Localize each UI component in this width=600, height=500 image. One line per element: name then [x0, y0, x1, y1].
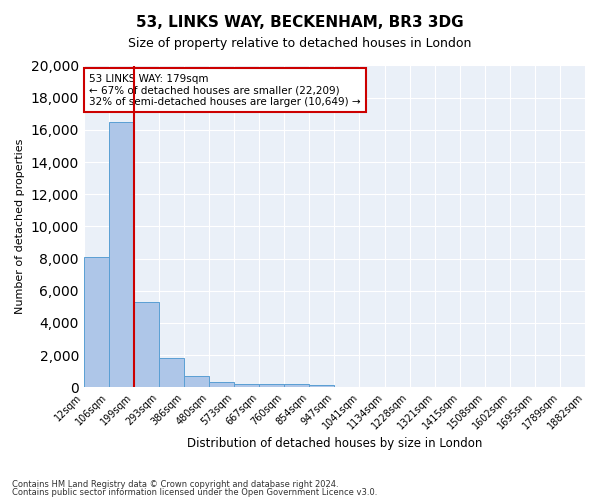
Bar [284, 384, 310, 388]
Bar [310, 384, 334, 388]
Bar [184, 376, 209, 388]
Bar [84, 257, 109, 388]
Text: 53 LINKS WAY: 179sqm
← 67% of detached houses are smaller (22,209)
32% of semi-d: 53 LINKS WAY: 179sqm ← 67% of detached h… [89, 74, 361, 106]
X-axis label: Distribution of detached houses by size in London: Distribution of detached houses by size … [187, 437, 482, 450]
Bar [234, 384, 259, 388]
Y-axis label: Number of detached properties: Number of detached properties [15, 138, 25, 314]
Bar [159, 358, 184, 388]
Text: 53, LINKS WAY, BECKENHAM, BR3 3DG: 53, LINKS WAY, BECKENHAM, BR3 3DG [136, 15, 464, 30]
Bar [109, 122, 134, 388]
Text: Contains HM Land Registry data © Crown copyright and database right 2024.: Contains HM Land Registry data © Crown c… [12, 480, 338, 489]
Bar [209, 382, 234, 388]
Bar [134, 302, 159, 388]
Text: Size of property relative to detached houses in London: Size of property relative to detached ho… [128, 38, 472, 51]
Text: Contains public sector information licensed under the Open Government Licence v3: Contains public sector information licen… [12, 488, 377, 497]
Bar [259, 384, 284, 388]
